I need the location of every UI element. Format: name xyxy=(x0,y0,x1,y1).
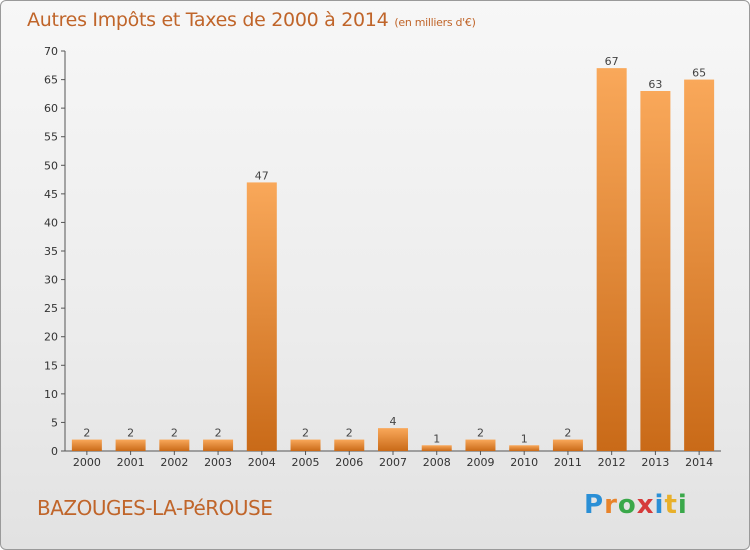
y-tick-label: 20 xyxy=(44,331,58,344)
x-tick-label: 2000 xyxy=(73,456,101,469)
bar-2005 xyxy=(290,439,321,451)
y-tick-label: 15 xyxy=(44,359,58,372)
y-tick-label: 70 xyxy=(44,45,58,58)
chart-title: Autres Impôts et Taxes de 2000 à 2014 (en… xyxy=(27,9,476,31)
x-tick-label: 2009 xyxy=(466,456,494,469)
bar-2006 xyxy=(334,439,365,451)
y-tick-label: 0 xyxy=(51,445,58,458)
x-tick-label: 2008 xyxy=(423,456,451,469)
y-tick-label: 30 xyxy=(44,274,58,287)
x-tick-label: 2007 xyxy=(379,456,407,469)
y-tick-label: 5 xyxy=(51,416,58,429)
data-label-2007: 4 xyxy=(390,415,397,428)
x-tick-label: 2005 xyxy=(292,456,320,469)
data-label-2011: 2 xyxy=(564,427,571,440)
x-tick-label: 2002 xyxy=(160,456,188,469)
x-tick-label: 2011 xyxy=(554,456,582,469)
y-tick-label: 60 xyxy=(44,102,58,115)
x-tick-label: 2001 xyxy=(117,456,145,469)
data-label-2008: 1 xyxy=(433,432,440,445)
bar-2013 xyxy=(640,91,671,451)
y-tick-label: 55 xyxy=(44,131,58,144)
y-tick-label: 65 xyxy=(44,74,58,87)
chart-data-labels: 2 2 2 2 47 2 2 4 1 2 1 2 67 63 65 xyxy=(83,55,706,445)
data-label-2009: 2 xyxy=(477,427,484,440)
x-tick-label: 2014 xyxy=(685,456,713,469)
data-label-2002: 2 xyxy=(171,427,178,440)
unit-label: (en milliers d'€) xyxy=(394,16,476,29)
bar-2002 xyxy=(159,439,190,451)
proxiti-logo: Proxiti xyxy=(584,490,688,520)
x-tick-label: 2010 xyxy=(510,456,538,469)
data-label-2000: 2 xyxy=(83,427,90,440)
data-label-2013: 63 xyxy=(648,78,662,91)
data-label-2004: 47 xyxy=(255,169,269,182)
bar-2014 xyxy=(684,79,715,452)
bar-2000 xyxy=(71,439,102,451)
x-tick-label: 2013 xyxy=(641,456,669,469)
chart-title-text: Autres Impôts et Taxes de 2000 à 2014 xyxy=(27,9,389,31)
data-label-2001: 2 xyxy=(127,427,134,440)
chart-bars xyxy=(71,68,715,452)
x-tick-label: 2004 xyxy=(248,456,276,469)
commune-name: BAZOUGES-LA-PéROUSE xyxy=(37,496,273,520)
bar-2001 xyxy=(115,439,146,451)
x-tick-label: 2003 xyxy=(204,456,232,469)
bar-2008 xyxy=(421,445,452,451)
bar-2010 xyxy=(509,445,540,451)
data-label-2005: 2 xyxy=(302,427,309,440)
bar-2009 xyxy=(465,439,496,451)
data-label-2012: 67 xyxy=(605,55,619,68)
y-tick-label: 35 xyxy=(44,245,58,258)
bar-2003 xyxy=(203,439,234,451)
bar-2012 xyxy=(596,68,627,452)
bar-2007 xyxy=(378,428,408,451)
x-tick-label: 2012 xyxy=(598,456,626,469)
data-label-2006: 2 xyxy=(346,427,353,440)
y-tick-label: 45 xyxy=(44,188,58,201)
x-tick-label: 2006 xyxy=(335,456,363,469)
y-tick-label: 25 xyxy=(44,302,58,315)
data-label-2010: 1 xyxy=(521,432,528,445)
y-tick-label: 10 xyxy=(44,388,58,401)
data-label-2003: 2 xyxy=(215,427,222,440)
bar-2011 xyxy=(552,439,583,451)
y-tick-label: 50 xyxy=(44,159,58,172)
data-label-2014: 65 xyxy=(692,67,706,80)
bar-2004 xyxy=(246,182,277,451)
y-tick-label: 40 xyxy=(44,216,58,229)
